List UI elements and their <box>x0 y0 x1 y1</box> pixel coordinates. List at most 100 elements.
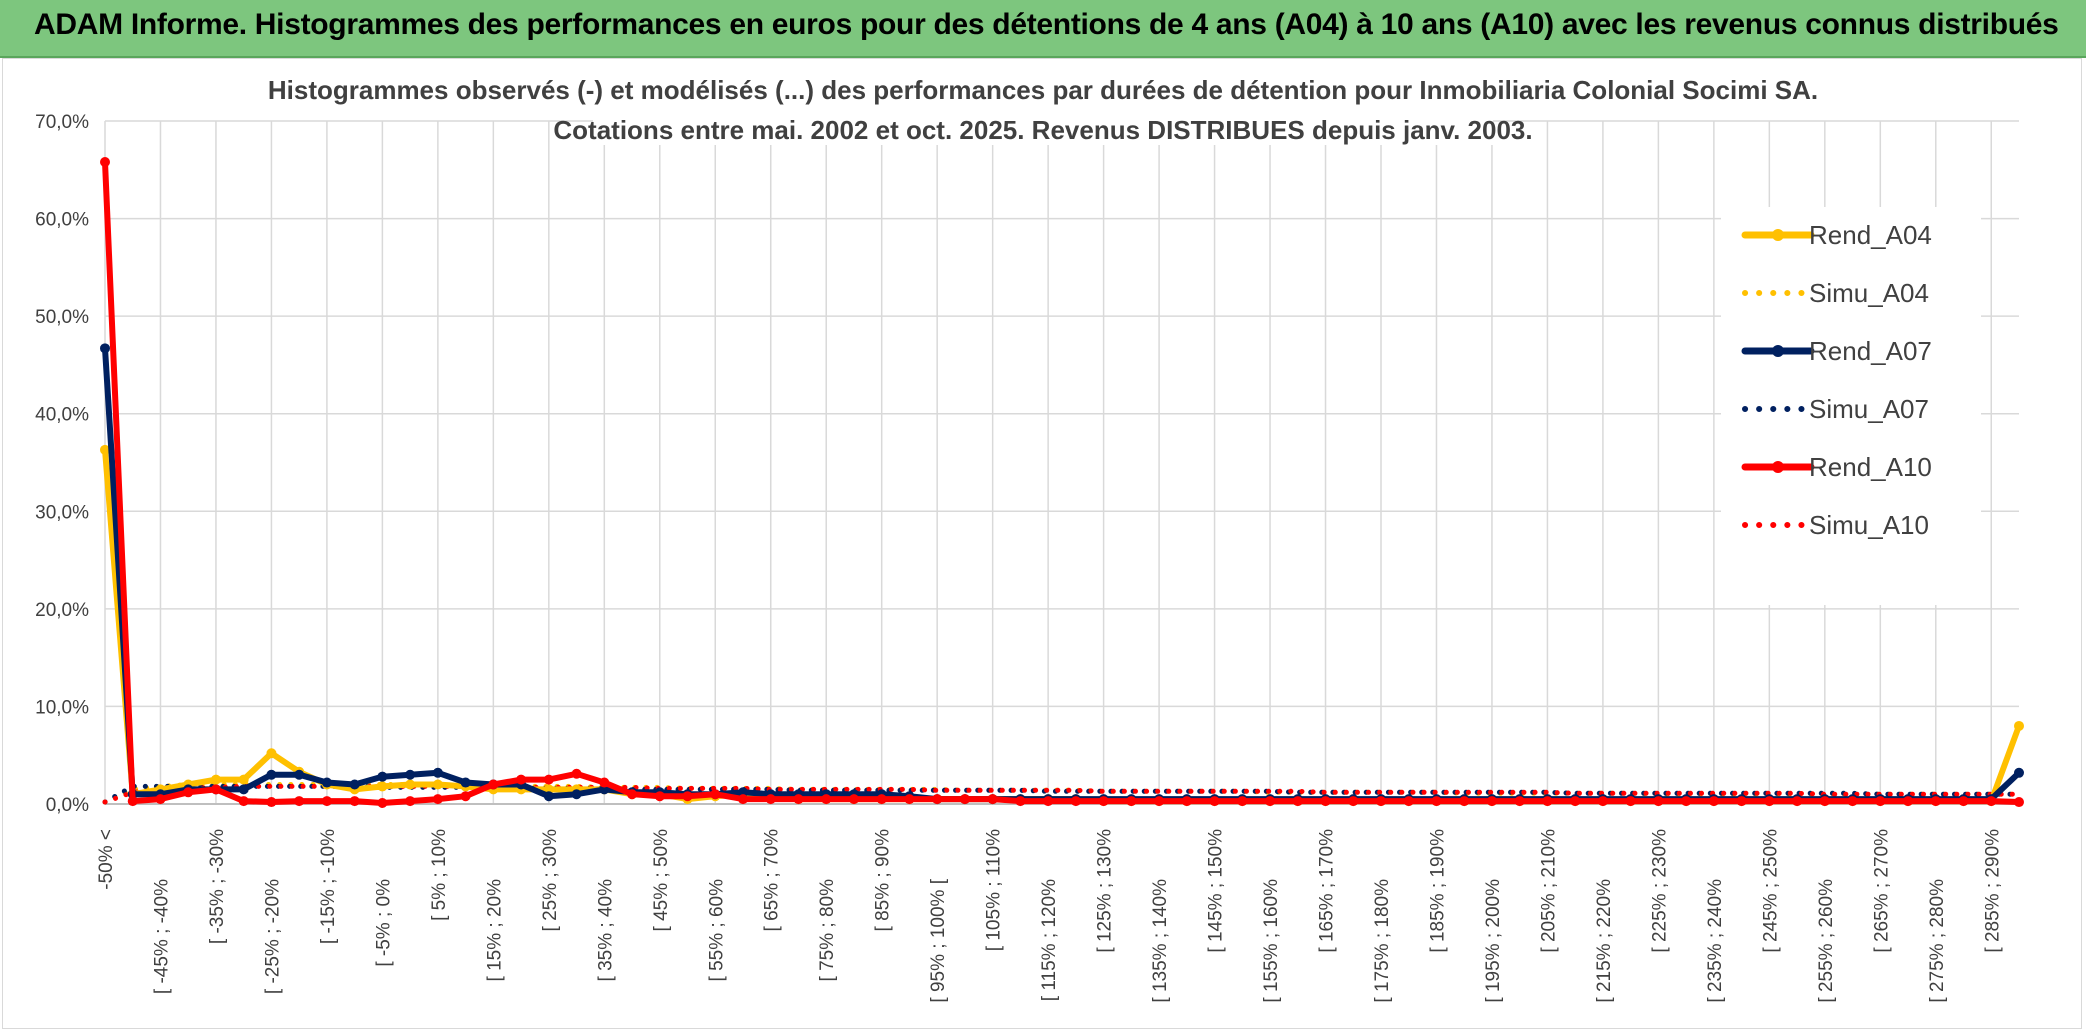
y-tick-label: 60,0% <box>35 210 89 231</box>
data-point-rend_a10 <box>127 796 138 807</box>
data-point-rend_a04 <box>210 774 221 785</box>
x-tick-label: [ 245% ; 250% <box>1760 829 1781 953</box>
legend-label: Simu_A10 <box>1809 510 1929 540</box>
x-tick-label: [ 65% ; 70% <box>762 829 783 932</box>
x-tick-label: [ 115% ; 120% <box>1039 879 1060 1001</box>
data-point-rend_a10 <box>1015 796 1026 807</box>
x-tick-label: [ 105% ; 110% <box>984 829 1005 951</box>
x-tick-label: [ 235% ; 240% <box>1705 879 1726 1003</box>
y-tick-label: 70,0% <box>35 112 89 133</box>
x-tick-label: [ 25% ; 30% <box>540 829 561 932</box>
data-point-rend_a10 <box>1542 796 1553 807</box>
x-tick-label: [ 45% ; 50% <box>651 829 672 932</box>
x-tick-label: [ 225% ; 230% <box>1649 829 1670 953</box>
data-point-rend_a10 <box>848 794 859 805</box>
x-tick-label: [ 215% ; 220% <box>1594 879 1615 1003</box>
data-point-rend_a10 <box>321 796 332 807</box>
data-point-rend_a10 <box>1431 796 1442 807</box>
data-point-rend_a10 <box>1625 796 1636 807</box>
data-point-rend_a07 <box>377 771 388 782</box>
data-point-rend_a10 <box>1348 796 1359 807</box>
data-point-rend_a10 <box>1237 796 1248 807</box>
legend-marker <box>1772 229 1784 241</box>
data-point-rend_a10 <box>1126 796 1137 807</box>
data-point-rend_a10 <box>405 796 416 807</box>
histogram-chart: Histogrammes observés (-) et modélisés (… <box>35 69 2024 1003</box>
legend-label: Rend_A04 <box>1809 220 1932 250</box>
y-tick-label: 50,0% <box>35 307 89 328</box>
data-point-rend_a10 <box>1847 796 1858 807</box>
data-point-rend_a10 <box>765 794 776 805</box>
data-point-rend_a10 <box>349 796 360 807</box>
x-tick-label: [ 55% ; 60% <box>706 879 727 982</box>
data-point-rend_a10 <box>1070 796 1081 807</box>
data-point-rend_a10 <box>210 784 221 795</box>
x-tick-label: [ 275% ; 280% <box>1927 879 1948 1003</box>
data-point-rend_a10 <box>1098 796 1109 807</box>
x-tick-label: [ 135% ; 140% <box>1150 879 1171 1003</box>
data-point-rend_a10 <box>2014 797 2024 808</box>
data-point-rend_a10 <box>1486 796 1497 807</box>
x-tick-label: [ 165% ; 170% <box>1317 829 1338 953</box>
data-point-rend_a10 <box>432 794 443 805</box>
data-point-rend_a10 <box>1597 796 1608 807</box>
y-axis: 0,0% 10,0% 20,0% 30,0% 40,0% 50,0% 60,0% 70,0% <box>35 112 89 816</box>
data-point-rend_a10 <box>460 791 471 802</box>
data-point-rend_a10 <box>987 794 998 805</box>
legend-label: Rend_A10 <box>1809 452 1932 482</box>
data-point-rend_a07 <box>405 769 416 780</box>
x-tick-label: [ 175% ; 180% <box>1372 879 1393 1003</box>
data-point-rend_a07 <box>349 779 360 790</box>
x-tick-label: [ 255% ; 260% <box>1816 879 1837 1003</box>
data-point-rend_a07 <box>432 767 443 778</box>
data-point-rend_a10 <box>1708 796 1719 807</box>
x-tick-label: [ -15% ; -10% <box>318 829 339 944</box>
data-point-rend_a10 <box>1792 796 1803 807</box>
chart-title-line: Histogrammes observés (-) et modélisés (… <box>268 75 1818 105</box>
y-tick-label: 10,0% <box>35 697 89 718</box>
data-point-rend_a10 <box>1043 796 1054 807</box>
data-point-rend_a10 <box>904 794 915 805</box>
data-point-rend_a10 <box>682 791 693 802</box>
data-point-rend_a10 <box>488 779 499 790</box>
title-background <box>593 109 1493 145</box>
x-axis: -50% < [ -45% ; -40% [ -35% ; -30% [ -25% ;… <box>96 829 2003 1003</box>
data-point-rend_a10 <box>571 768 582 779</box>
x-tick-label: [ 155% ; 160% <box>1261 879 1282 1003</box>
x-tick-label: [ 145% ; 150% <box>1206 829 1227 953</box>
data-point-rend_a10 <box>738 794 748 805</box>
data-point-rend_a10 <box>238 796 249 807</box>
x-tick-label: -50% < <box>96 829 117 890</box>
y-tick-label: 20,0% <box>35 600 89 621</box>
x-tick-label: [ 15% ; 20% <box>484 879 505 982</box>
report-banner: ADAM Informe. Histogrammes des performan… <box>0 0 2086 58</box>
data-point-rend_a07 <box>238 784 249 795</box>
data-point-rend_a10 <box>1764 796 1775 807</box>
data-point-rend_a04 <box>100 444 110 455</box>
data-point-rend_a10 <box>793 794 804 805</box>
x-tick-label: [ 85% ; 90% <box>873 829 894 932</box>
data-point-rend_a10 <box>1154 796 1165 807</box>
data-point-rend_a07 <box>294 769 305 780</box>
chart-title: Histogrammes observés (-) et modélisés (… <box>268 69 1818 145</box>
data-point-rend_a07 <box>571 789 582 800</box>
x-tick-label: [ 5% ; 10% <box>429 829 450 921</box>
data-point-rend_a10 <box>1875 796 1886 807</box>
data-point-rend_a04 <box>377 781 388 792</box>
legend-marker <box>1772 345 1784 357</box>
legend: Rend_A04 Simu_A04 Rend_A07 Simu_A07 Rend_A10… <box>1741 220 1932 540</box>
data-point-rend_a10 <box>294 796 305 807</box>
legend-background <box>1721 207 1981 605</box>
x-tick-label: [ 285% ; 290% <box>1982 829 2003 953</box>
data-point-rend_a10 <box>1736 796 1747 807</box>
data-point-rend_a10 <box>155 794 166 805</box>
data-point-rend_a10 <box>1209 796 1220 807</box>
data-point-rend_a07 <box>460 777 471 788</box>
data-point-rend_a10 <box>377 798 388 809</box>
data-point-rend_a10 <box>183 787 194 798</box>
data-point-rend_a10 <box>100 156 110 167</box>
data-point-rend_a10 <box>543 774 554 785</box>
data-point-rend_a10 <box>1570 796 1581 807</box>
data-point-rend_a10 <box>959 794 970 805</box>
series-lines <box>100 156 2024 809</box>
